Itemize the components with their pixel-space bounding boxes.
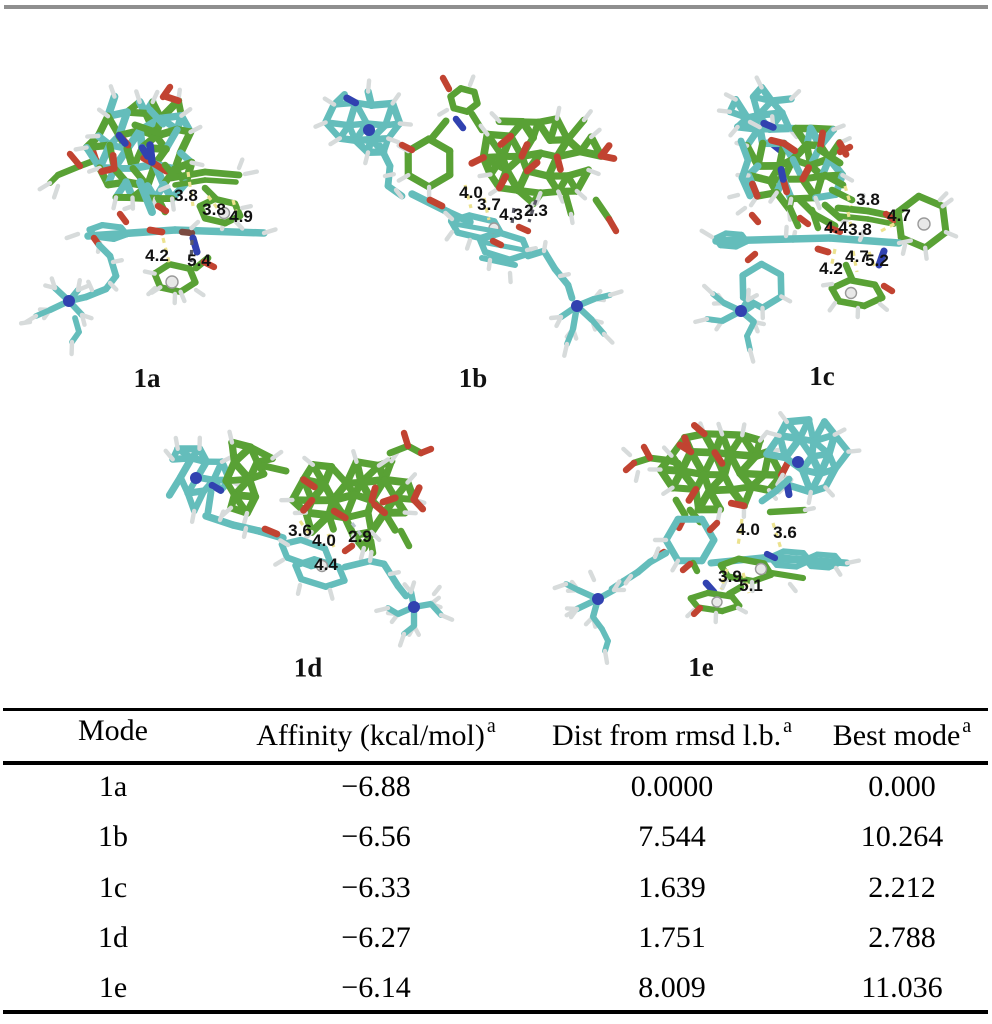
svg-text:3.7: 3.7 (477, 195, 501, 214)
svg-text:1a: 1a (134, 363, 162, 393)
svg-text:1e: 1e (688, 652, 714, 682)
svg-text:4.2: 4.2 (819, 259, 843, 278)
svg-text:3.6: 3.6 (288, 521, 312, 540)
svg-text:4.4: 4.4 (824, 218, 848, 237)
svg-text:4.0: 4.0 (459, 183, 483, 202)
svg-text:5.2: 5.2 (865, 251, 889, 270)
svg-text:1b: 1b (459, 363, 488, 393)
svg-text:3.8: 3.8 (174, 186, 198, 205)
svg-text:4.0: 4.0 (312, 531, 336, 550)
svg-text:4.9: 4.9 (229, 207, 253, 226)
svg-text:3.8: 3.8 (202, 200, 226, 219)
svg-text:4.7: 4.7 (845, 247, 869, 266)
svg-text:3.6: 3.6 (773, 523, 797, 542)
svg-text:4.0: 4.0 (736, 520, 760, 539)
svg-text:4.7: 4.7 (887, 206, 911, 225)
svg-text:5.4: 5.4 (187, 251, 211, 270)
svg-text:4.2: 4.2 (145, 246, 169, 265)
svg-text:4.3: 4.3 (499, 205, 523, 224)
svg-text:3.8: 3.8 (848, 220, 872, 239)
svg-text:5.1: 5.1 (739, 576, 763, 595)
svg-text:2.9: 2.9 (348, 527, 372, 546)
svg-text:1d: 1d (294, 653, 323, 683)
svg-text:1c: 1c (809, 361, 835, 391)
svg-text:4.4: 4.4 (314, 555, 338, 574)
svg-text:3.9: 3.9 (718, 567, 742, 586)
svg-text:3.8: 3.8 (856, 190, 880, 209)
svg-text:2.3: 2.3 (524, 201, 548, 220)
